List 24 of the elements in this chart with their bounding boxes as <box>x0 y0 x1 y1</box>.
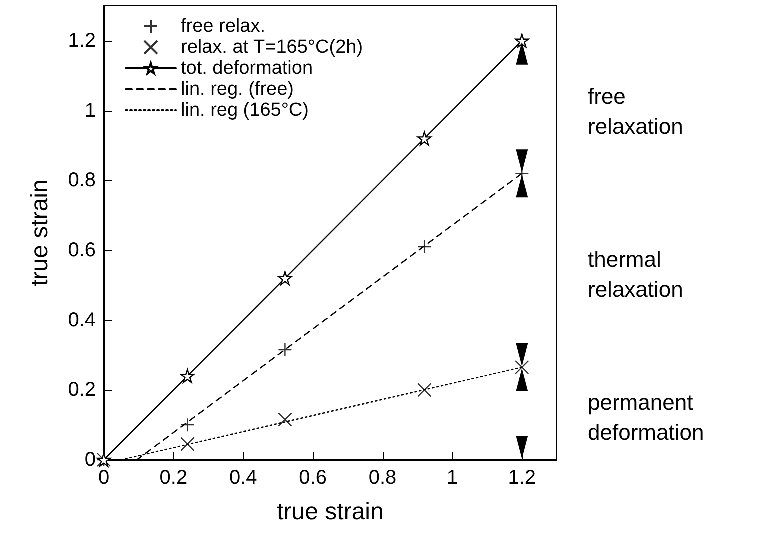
legend-label: lin. reg. (free) <box>181 79 294 100</box>
y-tick-label: 0 <box>84 449 96 471</box>
y-tick-label: 1.2 <box>68 30 96 52</box>
y-tick-label: 0.2 <box>68 379 96 402</box>
x-tick-label: 0.4 <box>229 467 258 489</box>
x-tick-label: 0 <box>98 467 110 489</box>
x-tick-label: 0.6 <box>299 467 327 489</box>
legend-label: lin. reg (165°C) <box>181 100 309 121</box>
legend-label: free relax. <box>181 16 266 37</box>
text: free relaxation <box>588 84 684 139</box>
text: thermal relaxation <box>588 247 684 302</box>
x-axis-title: true strain <box>277 498 384 526</box>
y-tick-label: 0.4 <box>68 309 96 332</box>
legend-label: tot. deformation <box>181 58 314 79</box>
x-tick-label: 0.2 <box>160 467 188 489</box>
x-tick-label: 1.2 <box>508 467 536 489</box>
y-tick-label: 0.8 <box>68 170 96 192</box>
y-axis-title: true strain <box>26 180 54 286</box>
text: permanent deformation <box>588 390 704 446</box>
legend-label: relax. at T=165°C(2h) <box>181 37 364 58</box>
y-tick-label: 0.6 <box>68 239 96 262</box>
x-tick-label: 1 <box>446 467 458 489</box>
x-tick-label: 0.8 <box>368 467 397 489</box>
y-tick-label: 1 <box>84 100 96 122</box>
